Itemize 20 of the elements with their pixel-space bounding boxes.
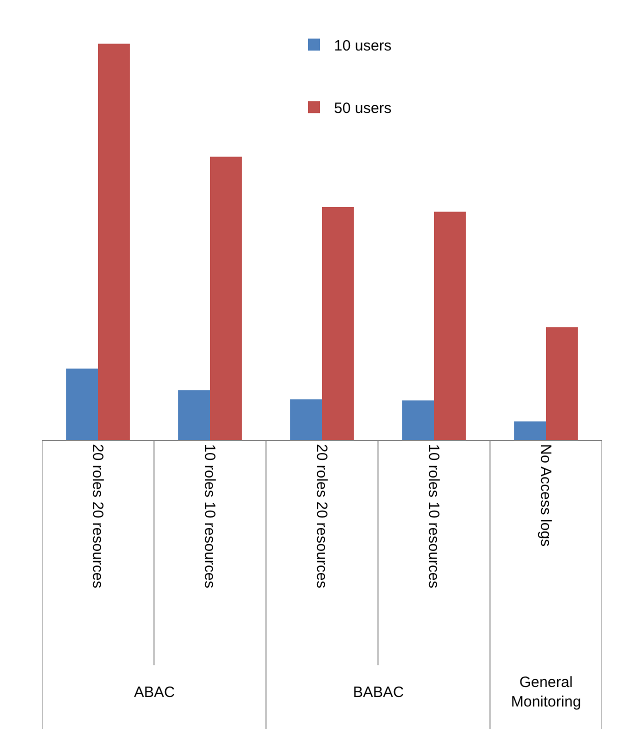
bar [178,390,210,440]
bar [402,400,434,440]
bar [98,44,130,440]
bar [546,327,578,440]
bar [66,368,98,440]
x-tick-label: 20 roles 20 resources [313,444,330,588]
legend-label: 10 users [334,38,392,54]
x-tick-label: 20 roles 20 resources [89,444,106,588]
bar [322,207,354,440]
text: BABAC [353,684,404,701]
text: General Monitoring [511,674,582,710]
bar [514,421,546,440]
x-tick-label: 10 roles 10 resources [201,444,218,588]
x-tick-label: 10 roles 10 resources [425,444,442,588]
x-tick-label: No Access logs [537,444,554,547]
bar [290,399,322,440]
legend-label: 50 users [334,100,392,117]
text: ABAC [134,684,176,701]
bar [210,156,242,440]
bar [434,212,466,440]
